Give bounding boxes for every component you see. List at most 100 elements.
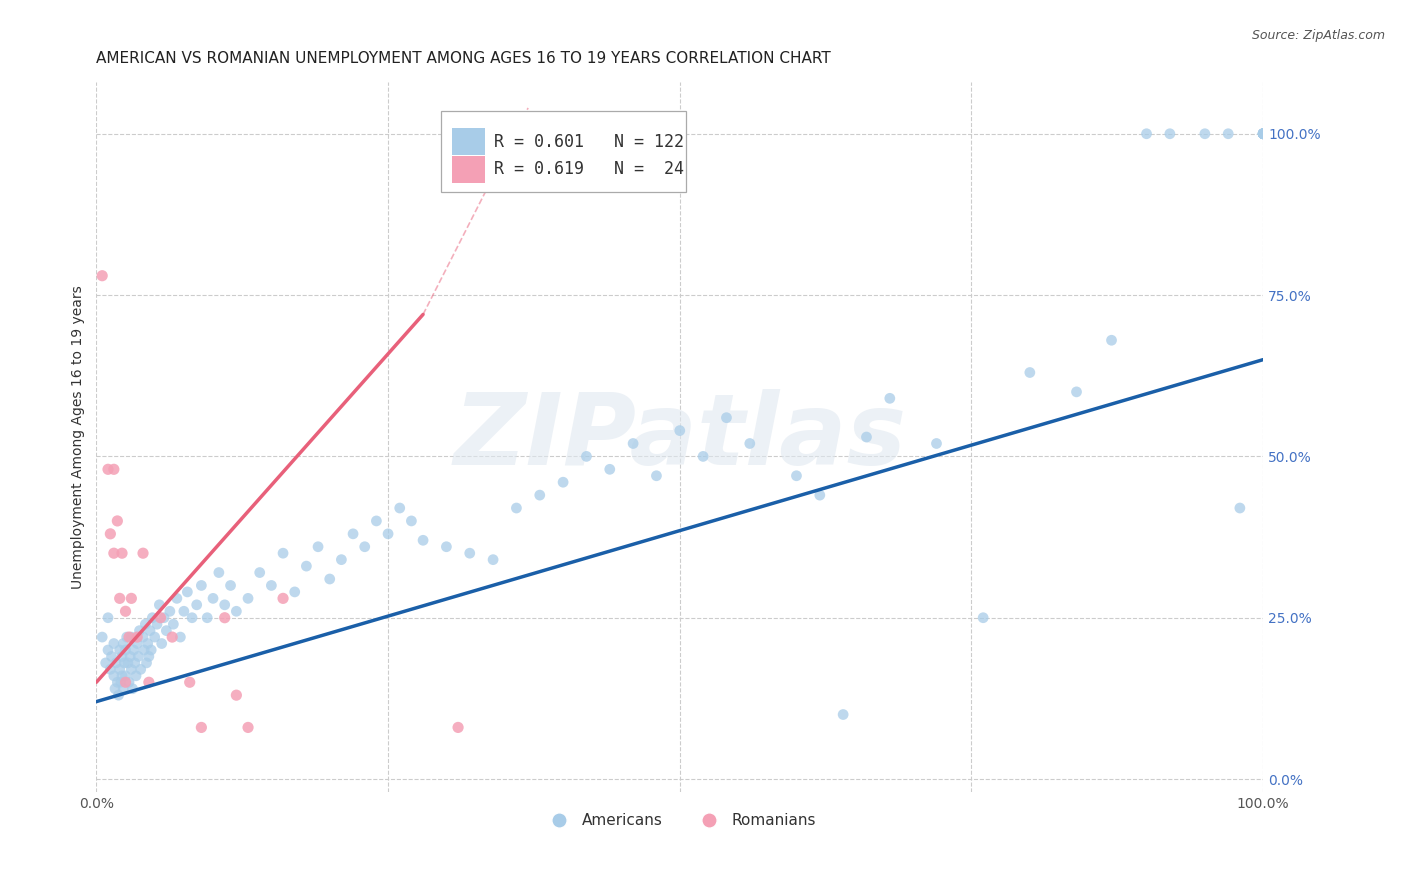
Point: [112, 656, 135, 670]
Point: [260, 578, 283, 592]
Point: [225, 688, 247, 702]
Point: [225, 604, 247, 618]
Text: R = 0.601   N = 122: R = 0.601 N = 122: [495, 133, 685, 151]
Point: [1251, 127, 1274, 141]
Point: [139, 624, 162, 638]
Point: [153, 611, 176, 625]
Point: [105, 514, 128, 528]
Point: [330, 552, 353, 566]
Point: [124, 656, 146, 670]
Point: [121, 681, 143, 696]
Point: [284, 585, 307, 599]
Point: [1251, 127, 1274, 141]
Point: [138, 675, 160, 690]
Point: [100, 649, 122, 664]
Point: [115, 630, 138, 644]
Point: [1066, 384, 1088, 399]
Text: AMERICAN VS ROMANIAN UNEMPLOYMENT AMONG AGES 16 TO 19 YEARS CORRELATION CHART: AMERICAN VS ROMANIAN UNEMPLOYMENT AMONG …: [97, 51, 831, 66]
Point: [447, 721, 470, 735]
Point: [1101, 333, 1123, 347]
Point: [97, 611, 120, 625]
Point: [146, 617, 169, 632]
Point: [832, 707, 855, 722]
Point: [162, 617, 184, 632]
Point: [529, 488, 551, 502]
Point: [91, 268, 114, 283]
Point: [295, 559, 318, 574]
Point: [136, 636, 159, 650]
Point: [972, 611, 994, 625]
Point: [127, 636, 149, 650]
Point: [160, 630, 183, 644]
Point: [458, 546, 481, 560]
Point: [132, 546, 155, 560]
Point: [155, 624, 177, 638]
Point: [366, 514, 388, 528]
Point: [1218, 127, 1240, 141]
Point: [108, 643, 131, 657]
Point: [107, 688, 129, 702]
Point: [125, 669, 148, 683]
Point: [1251, 127, 1274, 141]
Point: [118, 630, 141, 644]
FancyBboxPatch shape: [453, 156, 485, 183]
Point: [208, 566, 231, 580]
Point: [575, 450, 598, 464]
Point: [785, 468, 807, 483]
Point: [1251, 127, 1274, 141]
Point: [141, 643, 163, 657]
Text: R = 0.619   N =  24: R = 0.619 N = 24: [495, 161, 685, 178]
Point: [104, 681, 127, 696]
Point: [219, 578, 242, 592]
Point: [181, 611, 204, 625]
Point: [138, 649, 160, 664]
Point: [134, 643, 156, 657]
Point: [112, 681, 135, 696]
Point: [114, 643, 136, 657]
Point: [103, 546, 125, 560]
Point: [202, 591, 225, 606]
Point: [120, 662, 142, 676]
Point: [127, 649, 149, 664]
Point: [1251, 127, 1274, 141]
Point: [621, 436, 644, 450]
Point: [342, 526, 364, 541]
Point: [388, 501, 411, 516]
Point: [412, 533, 434, 548]
Point: [1159, 127, 1181, 141]
Point: [150, 636, 173, 650]
Point: [112, 636, 135, 650]
Point: [1135, 127, 1157, 141]
Point: [599, 462, 621, 476]
Point: [1229, 501, 1251, 516]
Point: [114, 604, 136, 618]
Point: [143, 630, 166, 644]
Point: [111, 669, 134, 683]
Point: [159, 604, 181, 618]
Point: [692, 450, 714, 464]
Point: [645, 468, 668, 483]
Point: [97, 643, 120, 657]
Point: [271, 546, 294, 560]
Point: [808, 488, 831, 502]
Point: [436, 540, 458, 554]
Point: [94, 656, 117, 670]
Point: [879, 392, 901, 406]
Point: [925, 436, 948, 450]
Point: [103, 636, 125, 650]
Point: [190, 578, 212, 592]
FancyBboxPatch shape: [453, 128, 485, 155]
Point: [110, 675, 132, 690]
Y-axis label: Unemployment Among Ages 16 to 19 years: Unemployment Among Ages 16 to 19 years: [72, 285, 86, 589]
Point: [98, 526, 121, 541]
Point: [122, 643, 145, 657]
Point: [186, 598, 208, 612]
Point: [1251, 127, 1274, 141]
Point: [401, 514, 423, 528]
Point: [307, 540, 329, 554]
Point: [668, 424, 690, 438]
Point: [97, 462, 120, 476]
Point: [105, 656, 128, 670]
Point: [214, 611, 236, 625]
Point: [236, 721, 259, 735]
